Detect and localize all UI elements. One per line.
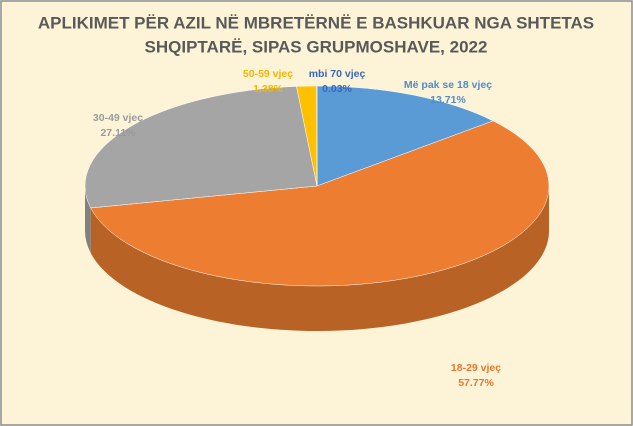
slice-side bbox=[85, 186, 91, 253]
value-label: 27.11% bbox=[100, 127, 136, 139]
slice bbox=[90, 120, 550, 287]
slice-side bbox=[90, 186, 549, 331]
value-label: 57.77% bbox=[458, 377, 494, 389]
data-labels: Më pak se 18 vjeç 13.71% 18-29 vjeç 57.77% 3… bbox=[93, 68, 501, 389]
value-label: 13.71% bbox=[430, 94, 466, 106]
value-label: 0.03% bbox=[322, 83, 352, 95]
chart-title: SHQIPTARË, SIPAS GRUPMOSHAVE, 2022 bbox=[145, 37, 488, 56]
pie-sides bbox=[85, 186, 549, 331]
category-label: mbi 70 vjeç bbox=[309, 68, 366, 80]
pie-tops bbox=[84, 85, 550, 287]
category-label: 50-59 vjeç bbox=[243, 68, 293, 80]
category-label: 18-29 vjeç bbox=[451, 362, 501, 374]
chart-title: APLIKIMET PËR AZIL NË MBRETËRNË E BASHKU… bbox=[38, 13, 594, 32]
value-label: 1.38% bbox=[253, 83, 283, 95]
slice bbox=[316, 85, 494, 187]
category-label: 30-49 vjeç bbox=[93, 112, 143, 124]
category-label: Më pak se 18 vjeç bbox=[404, 79, 492, 91]
slice bbox=[84, 86, 318, 209]
